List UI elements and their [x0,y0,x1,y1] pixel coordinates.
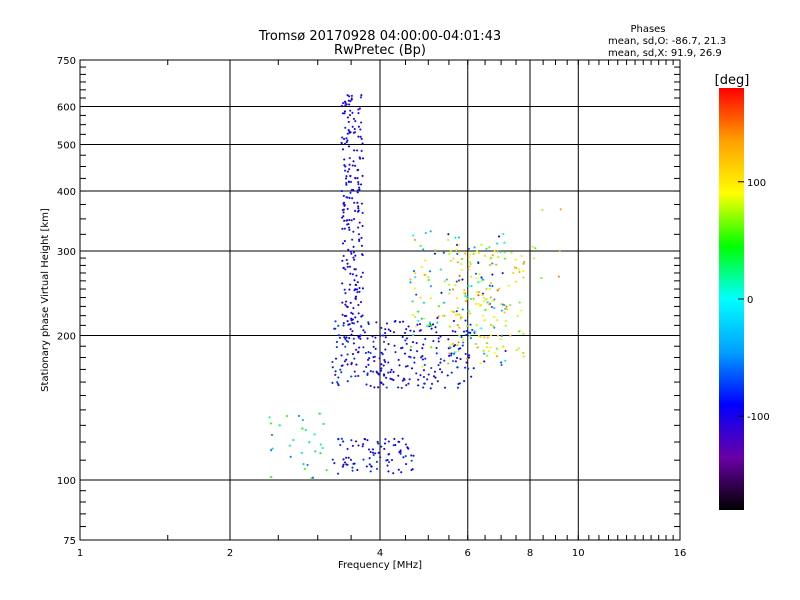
y-tick-label: 500 [57,141,76,152]
x-tick-label: 16 [674,548,687,559]
y-tick-label: 400 [57,187,76,198]
axis-ticks: 1 2 4 6 8 10 16 75 100 200 300 400 500 600 750 [57,56,686,559]
y-tick-label: 200 [57,332,76,343]
x-tick-label: 8 [527,548,533,559]
colorbar-label: [deg] [715,73,750,88]
colorbar-tick-label: 100 [747,178,766,189]
y-tick-label: 600 [57,103,76,114]
colorbar-tick-label: 0 [747,295,753,306]
phase-stats-o: mean, sd,O: -86.7, 21.3 [608,36,726,47]
colorbar-ticks: 100 0 -100 [738,178,770,423]
y-axis-label: Stationary phase Virtual Height [km] [40,208,51,392]
y-tick-label: 75 [63,536,76,547]
phase-stats-heading: Phases [630,24,665,35]
x-axis-label: Frequency [MHz] [338,560,422,571]
x-tick-label: 1 [77,548,83,559]
phase-stats-x: mean, sd,X: 91.9, 26.9 [608,48,722,59]
y-tick-label: 300 [57,247,76,258]
x-tick-label: 4 [377,548,383,559]
chart-subtitle: RwPretec (Bp) [334,43,426,58]
x-tick-label: 6 [465,548,471,559]
y-tick-label: 100 [57,476,76,487]
x-tick-label: 10 [572,548,585,559]
colorbar-tick-label: -100 [747,412,770,423]
grid [80,60,680,540]
chart-title: Tromsø 20170928 04:00:00-04:01:43 [258,29,501,44]
data-points [268,94,562,479]
x-tick-label: 2 [227,548,233,559]
y-tick-label: 750 [57,56,76,67]
